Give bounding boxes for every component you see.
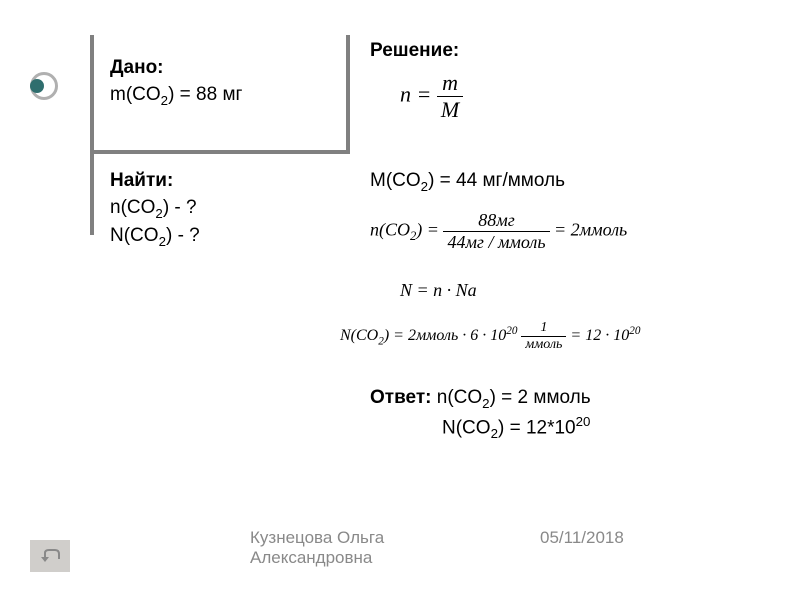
bullet-dot <box>30 79 44 93</box>
back-button[interactable] <box>30 540 70 572</box>
slide-bullet <box>30 72 58 100</box>
find-line-2: N(CO2) - ? <box>110 223 200 251</box>
given-label: Дано: <box>110 55 242 82</box>
given-block: Дано: m(CO2) = 88 мг <box>110 55 242 110</box>
footer-author: Кузнецова Ольга Александровна <box>250 528 384 568</box>
footer-date: 05/11/2018 <box>540 528 624 548</box>
formula-N-co2-calc: N(CO2) = 2ммоль · 6 · 1020 1 ммоль = 12 … <box>340 320 640 353</box>
horizontal-divider <box>90 150 350 154</box>
find-label: Найти: <box>110 168 200 195</box>
answer-line-2: N(CO2) = 12*1020 <box>370 413 591 444</box>
vertical-divider-right <box>346 35 350 154</box>
formula-n-co2-calc: n(CO2) = 88мг 44мг / ммоль = 2ммоль <box>370 210 627 253</box>
formula-n-equals-m-over-M: n = m M <box>400 70 463 123</box>
u-turn-arrow-icon <box>39 549 61 563</box>
find-block: Найти: n(CO2) - ? N(CO2) - ? <box>110 168 200 251</box>
solution-label: Решение: <box>370 40 459 62</box>
find-line-1: n(CO2) - ? <box>110 195 200 223</box>
given-line: m(CO2) = 88 мг <box>110 82 242 110</box>
vertical-divider <box>90 35 94 235</box>
molar-mass-line: M(CO2) = 44 мг/ммоль <box>370 170 565 194</box>
answer-line-1: Ответ: n(CO2) = 2 ммоль <box>370 385 591 413</box>
formula-N-equals-n-Na: N = n · Na <box>400 280 477 301</box>
answer-block: Ответ: n(CO2) = 2 ммоль N(CO2) = 12*1020 <box>370 385 591 444</box>
